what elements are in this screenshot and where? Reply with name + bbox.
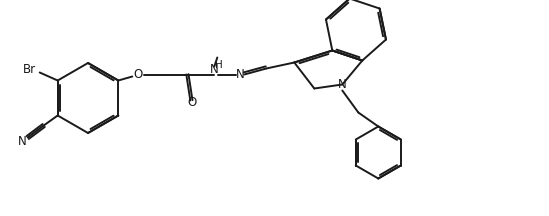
- Text: Br: Br: [23, 63, 36, 76]
- Text: O: O: [188, 96, 197, 109]
- Text: O: O: [134, 68, 143, 81]
- Text: N: N: [210, 63, 219, 76]
- Text: N: N: [236, 68, 245, 81]
- Text: N: N: [338, 78, 346, 91]
- Text: N: N: [18, 135, 27, 148]
- Text: H: H: [215, 59, 223, 70]
